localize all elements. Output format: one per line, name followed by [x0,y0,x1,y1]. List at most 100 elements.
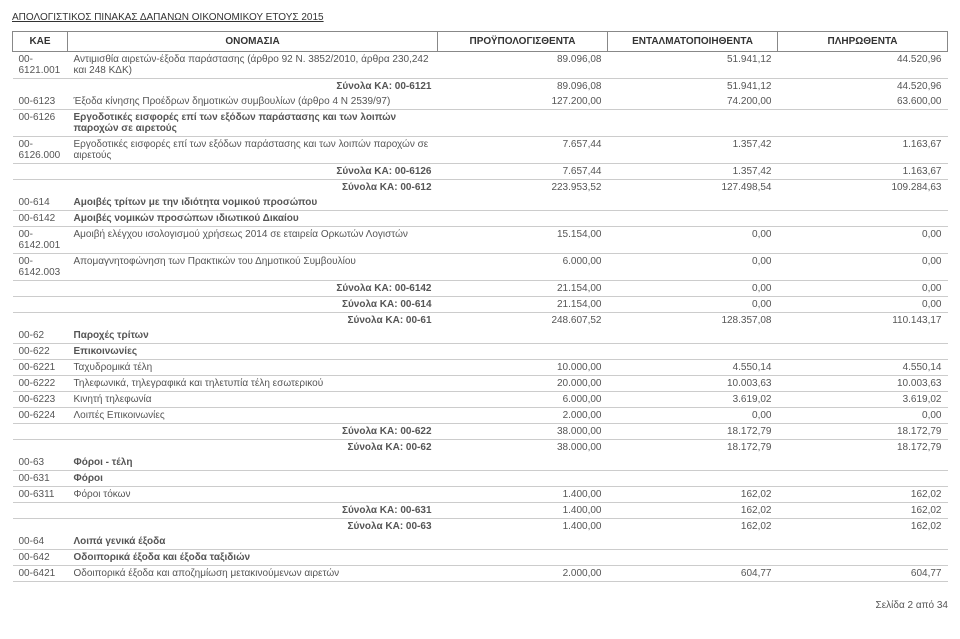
subtotal-value: 18.172,79 [778,440,948,456]
value-cell: 2.000,00 [438,566,608,582]
kae-cell: 00-6121.001 [13,52,68,79]
kae-cell: 00-63 [13,455,68,471]
subtotal-value: 162,02 [608,519,778,535]
subtotal-value: 162,02 [608,503,778,519]
value-cell: 0,00 [608,408,778,424]
value-cell: 1.357,42 [608,137,778,164]
kae-cell: 00-6126 [13,110,68,137]
subtotal-value: 21.154,00 [438,281,608,297]
subtotal-value: 38.000,00 [438,440,608,456]
kae-cell: 00-6142.003 [13,254,68,281]
value-cell [778,328,948,344]
value-cell: 10.003,63 [608,376,778,392]
kae-cell: 00-6126.000 [13,137,68,164]
value-cell: 162,02 [778,487,948,503]
value-cell: 74.200,00 [608,94,778,110]
table-row: 00-64Λοιπά γενικά έξοδα [13,534,948,550]
subtotal-value: 51.941,12 [608,79,778,95]
kae-cell: 00-6222 [13,376,68,392]
value-cell: 3.619,02 [778,392,948,408]
value-cell [438,471,608,487]
subtotal-value: 248.607,52 [438,313,608,329]
value-cell: 6.000,00 [438,254,608,281]
table-row: Σύνολα ΚΑ: 00-62238.000,0018.172,7918.17… [13,424,948,440]
name-cell: Λοιπές Επικοινωνίες [68,408,438,424]
name-cell: Παροχές τρίτων [68,328,438,344]
value-cell [778,550,948,566]
table-row: 00-6421Οδοιπορικά έξοδα και αποζημίωση μ… [13,566,948,582]
table-row: 00-6126Εργοδοτικές εισφορές επί των εξόδ… [13,110,948,137]
subtotal-value: 21.154,00 [438,297,608,313]
table-row: 00-6126.000Εργοδοτικές εισφορές επί των … [13,137,948,164]
table-row: 00-6223Κινητή τηλεφωνία6.000,003.619,023… [13,392,948,408]
value-cell: 10.000,00 [438,360,608,376]
subtotal-value: 38.000,00 [438,424,608,440]
table-row: 00-6142Αμοιβές νομικών προσώπων ιδιωτικο… [13,211,948,227]
subtotal-value: 1.400,00 [438,503,608,519]
value-cell [438,195,608,211]
kae-cell: 00-642 [13,550,68,566]
kae-cell: 00-631 [13,471,68,487]
col-paid: ΠΛΗΡΩΘΕΝΤΑ [778,32,948,52]
name-cell: Φόροι - τέλη [68,455,438,471]
table-row: Σύνολα ΚΑ: 00-61267.657,441.357,421.163,… [13,164,948,180]
value-cell: 15.154,00 [438,227,608,254]
value-cell: 51.941,12 [608,52,778,79]
value-cell [778,344,948,360]
value-cell: 162,02 [608,487,778,503]
subtotal-value: 127.498,54 [608,180,778,196]
value-cell [438,550,608,566]
col-budget: ΠΡΟΫΠΟΛΟΓΙΣΘΕΝΤΑ [438,32,608,52]
value-cell [438,328,608,344]
name-cell: Οδοιπορικά έξοδα και έξοδα ταξιδιών [68,550,438,566]
value-cell [438,455,608,471]
kae-cell: 00-64 [13,534,68,550]
value-cell [608,110,778,137]
subtotal-value: 7.657,44 [438,164,608,180]
subtotal-label: Σύνολα ΚΑ: 00-6121 [13,79,438,95]
doc-title: ΑΠΟΛΟΓΙΣΤΙΚΟΣ ΠΙΝΑΚΑΣ ΔΑΠΑΝΩΝ ΟΙΚΟΝΟΜΙΚΟ… [12,12,948,23]
subtotal-value: 223.953,52 [438,180,608,196]
value-cell: 7.657,44 [438,137,608,164]
value-cell [438,211,608,227]
value-cell: 0,00 [778,254,948,281]
name-cell: Εργοδοτικές εισφορές επί των εξόδων παρά… [68,110,438,137]
value-cell: 63.600,00 [778,94,948,110]
name-cell: Φόροι τόκων [68,487,438,503]
kae-cell: 00-6123 [13,94,68,110]
value-cell: 0,00 [778,227,948,254]
value-cell [608,195,778,211]
value-cell [608,471,778,487]
subtotal-label: Σύνολα ΚΑ: 00-61 [13,313,438,329]
value-cell: 0,00 [608,227,778,254]
table-row: 00-631Φόροι [13,471,948,487]
value-cell [438,534,608,550]
table-row: 00-642Οδοιπορικά έξοδα και έξοδα ταξιδιώ… [13,550,948,566]
name-cell: Ταχυδρομικά τέλη [68,360,438,376]
value-cell: 4.550,14 [608,360,778,376]
subtotal-value: 18.172,79 [608,440,778,456]
page-footer: Σελίδα 2 από 34 [12,600,948,611]
kae-cell: 00-6224 [13,408,68,424]
value-cell [778,110,948,137]
table-row: 00-6221Ταχυδρομικά τέλη10.000,004.550,14… [13,360,948,376]
kae-cell: 00-6311 [13,487,68,503]
value-cell: 0,00 [608,254,778,281]
table-row: Σύνολα ΚΑ: 00-61248.607,52128.357,08110.… [13,313,948,329]
subtotal-value: 18.172,79 [778,424,948,440]
subtotal-label: Σύνολα ΚΑ: 00-631 [13,503,438,519]
subtotal-value: 162,02 [778,503,948,519]
table-row: 00-6142.003Απομαγνητοφώνηση των Πρακτικώ… [13,254,948,281]
value-cell: 10.003,63 [778,376,948,392]
value-cell [608,344,778,360]
value-cell [608,328,778,344]
subtotal-value: 0,00 [608,297,778,313]
table-row: Σύνολα ΚΑ: 00-614221.154,000,000,00 [13,281,948,297]
value-cell: 2.000,00 [438,408,608,424]
table-row: 00-63Φόροι - τέλη [13,455,948,471]
value-cell: 1.163,67 [778,137,948,164]
kae-cell: 00-6421 [13,566,68,582]
value-cell [608,211,778,227]
table-row: 00-6222Τηλεφωνικά, τηλεγραφικά και τηλετ… [13,376,948,392]
subtotal-label: Σύνολα ΚΑ: 00-6126 [13,164,438,180]
